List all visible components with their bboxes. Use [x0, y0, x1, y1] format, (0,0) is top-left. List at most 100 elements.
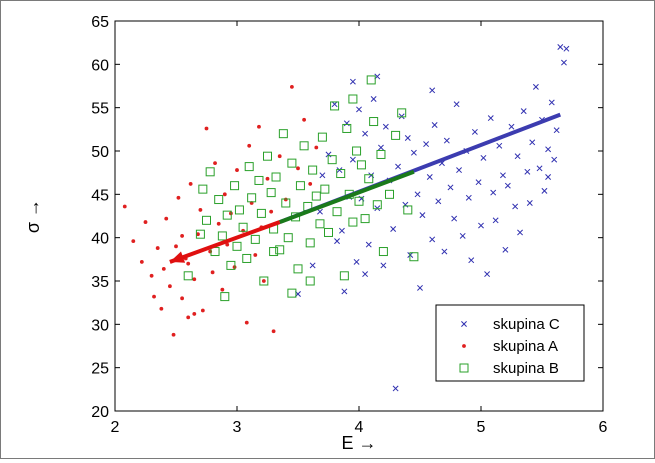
data-point	[370, 96, 377, 102]
data-point	[198, 208, 203, 212]
data-point	[354, 196, 364, 206]
data-point	[364, 174, 374, 184]
legend: skupina C skupina A skupina B	[435, 304, 585, 382]
data-point	[230, 181, 240, 191]
data-point	[320, 184, 330, 194]
data-point	[327, 155, 337, 165]
data-point	[222, 210, 232, 220]
data-point	[480, 154, 487, 161]
data-point	[155, 246, 160, 250]
y-tick-label: 55	[91, 101, 109, 118]
data-point	[545, 174, 552, 180]
legend-marker-dot-icon	[462, 344, 466, 348]
data-point	[468, 257, 475, 264]
y-tick-label: 30	[91, 317, 109, 334]
data-point	[431, 122, 438, 128]
data-point	[293, 264, 303, 274]
legend-item-skupina-a: skupina A	[462, 338, 558, 355]
data-point	[131, 239, 136, 244]
data-point	[342, 123, 352, 133]
data-point	[447, 184, 454, 191]
data-point	[247, 193, 257, 203]
data-point	[390, 226, 397, 232]
data-point	[241, 228, 246, 233]
data-point	[192, 277, 197, 282]
y-tick-label: 25	[91, 361, 109, 378]
data-point	[242, 253, 252, 263]
data-point	[319, 172, 326, 179]
data-point	[391, 130, 401, 140]
arrow-head	[169, 251, 186, 263]
data-point	[317, 132, 327, 142]
y-axis-label: σ →	[23, 199, 43, 233]
data-point	[295, 181, 305, 191]
data-point	[202, 215, 211, 225]
data-point	[414, 191, 421, 198]
data-point	[395, 163, 401, 170]
data-point	[487, 115, 494, 122]
data-point	[330, 101, 340, 111]
data-point	[557, 44, 564, 50]
y-tick-label: 40	[91, 231, 109, 248]
data-point	[419, 212, 426, 219]
trend-line	[169, 220, 281, 264]
legend-label-skupina-a: skupina A	[493, 338, 558, 355]
data-point	[496, 142, 503, 149]
data-point	[365, 241, 372, 248]
data-point	[250, 234, 260, 244]
data-point	[205, 167, 215, 177]
data-point	[220, 292, 230, 302]
data-point	[171, 332, 176, 337]
data-point	[435, 198, 442, 205]
data-point	[429, 236, 436, 243]
trend-line	[278, 169, 415, 224]
data-point	[545, 146, 552, 153]
legend-marker	[462, 344, 466, 348]
data-point	[465, 194, 472, 201]
data-point	[271, 329, 276, 334]
data-point	[317, 208, 323, 215]
data-point	[222, 192, 227, 197]
data-point	[397, 108, 407, 118]
data-point	[403, 205, 413, 215]
x-axis-ticks: 2 3 4 5 6	[111, 21, 608, 436]
data-point	[376, 149, 386, 159]
plot-area-group	[114, 20, 604, 412]
data-point	[232, 241, 242, 251]
x-tick-label: 3	[233, 419, 242, 436]
data-point	[299, 141, 309, 151]
data-point	[253, 253, 258, 257]
data-point	[532, 83, 539, 90]
data-point	[254, 175, 264, 185]
data-point	[362, 271, 369, 278]
data-point	[180, 234, 185, 238]
data-point	[475, 179, 482, 186]
data-point	[168, 284, 172, 289]
data-point	[378, 247, 388, 257]
data-point	[238, 222, 248, 232]
data-point	[490, 189, 497, 196]
data-point	[336, 167, 343, 174]
data-point	[195, 229, 205, 239]
data-point	[244, 320, 249, 325]
data-point	[216, 221, 221, 226]
data-point	[459, 232, 466, 239]
data-point	[348, 217, 358, 227]
x-tick-label: 5	[477, 419, 486, 436]
data-point	[287, 288, 297, 298]
data-point	[283, 197, 288, 202]
data-point	[213, 161, 217, 166]
data-point	[204, 126, 209, 131]
x-tick-label: 4	[355, 419, 364, 436]
data-point	[404, 135, 411, 141]
legend-item-skupina-b: skupina B	[459, 360, 559, 377]
data-point	[409, 252, 419, 262]
data-point	[334, 238, 340, 245]
data-point	[186, 315, 191, 320]
data-point	[308, 165, 318, 175]
data-point	[220, 287, 225, 292]
data-point	[283, 233, 293, 243]
data-point	[256, 208, 266, 218]
data-point	[192, 312, 197, 316]
